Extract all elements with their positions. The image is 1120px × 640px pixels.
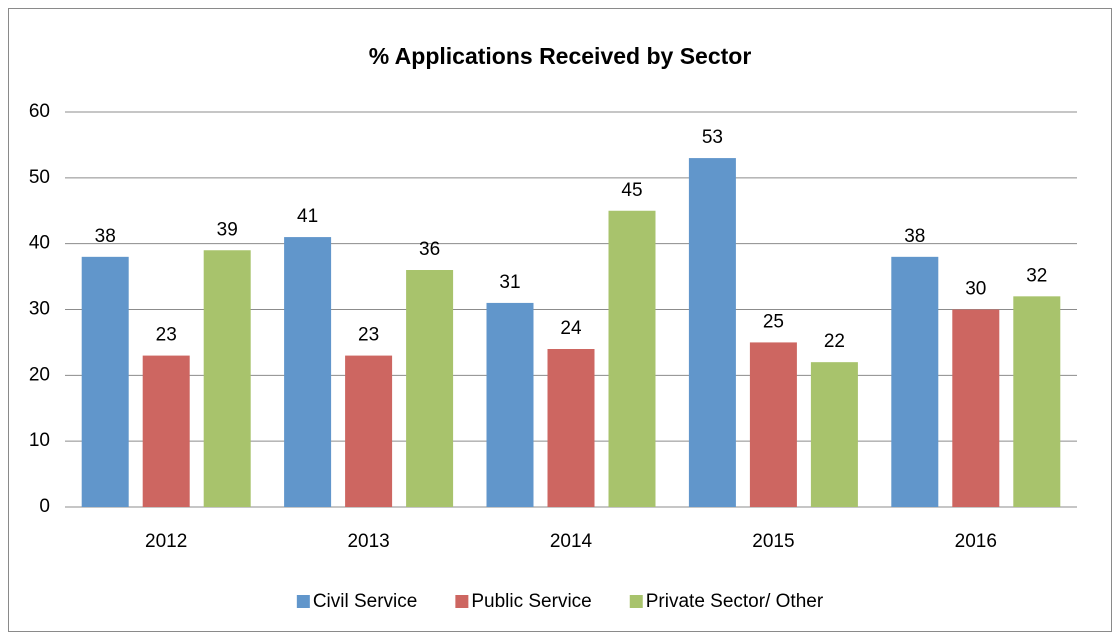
bar [345, 355, 393, 507]
x-tick-label: 2012 [145, 531, 187, 552]
y-tick-label: 50 [29, 167, 50, 188]
y-tick-label: 0 [39, 496, 50, 517]
bar [203, 250, 251, 507]
chart-title: % Applications Received by Sector [369, 43, 752, 69]
data-label: 53 [702, 127, 723, 148]
data-label: 38 [95, 226, 116, 247]
bar [284, 237, 332, 508]
data-label: 41 [297, 206, 318, 227]
bar [688, 158, 736, 508]
bar [749, 342, 797, 507]
bar [608, 210, 656, 507]
data-label: 22 [824, 331, 845, 352]
bar [547, 349, 595, 507]
x-tick-label: 2015 [752, 531, 794, 552]
data-label: 24 [560, 318, 582, 339]
bar [142, 355, 190, 507]
bar [891, 256, 939, 507]
y-tick-label: 40 [29, 233, 50, 254]
bar [486, 302, 534, 507]
legend-swatch [455, 595, 469, 608]
bar [810, 362, 858, 507]
data-label: 36 [419, 239, 440, 260]
data-label: 38 [904, 226, 925, 247]
data-label: 39 [217, 219, 238, 240]
data-label: 45 [621, 180, 642, 201]
bar [81, 256, 129, 507]
data-label: 31 [499, 272, 520, 293]
data-label: 30 [965, 279, 986, 300]
legend-swatch [629, 595, 643, 608]
y-tick-label: 60 [29, 101, 50, 122]
data-label: 23 [156, 325, 177, 346]
data-label: 23 [358, 325, 379, 346]
y-tick-label: 30 [29, 299, 50, 320]
x-tick-label: 2013 [347, 531, 389, 552]
legend-label: Private Sector/ Other [646, 591, 824, 612]
y-tick-label: 10 [29, 430, 50, 451]
legend-label: Civil Service [313, 591, 418, 612]
data-label: 25 [763, 311, 784, 332]
x-tick-label: 2016 [955, 531, 997, 552]
data-label: 32 [1026, 265, 1047, 286]
bar [1013, 296, 1061, 507]
bar [952, 309, 1000, 507]
legend-swatch [296, 595, 310, 608]
y-tick-label: 20 [29, 364, 50, 385]
bar [406, 270, 454, 507]
legend-label: Public Service [471, 591, 591, 612]
x-tick-label: 2014 [550, 531, 593, 552]
